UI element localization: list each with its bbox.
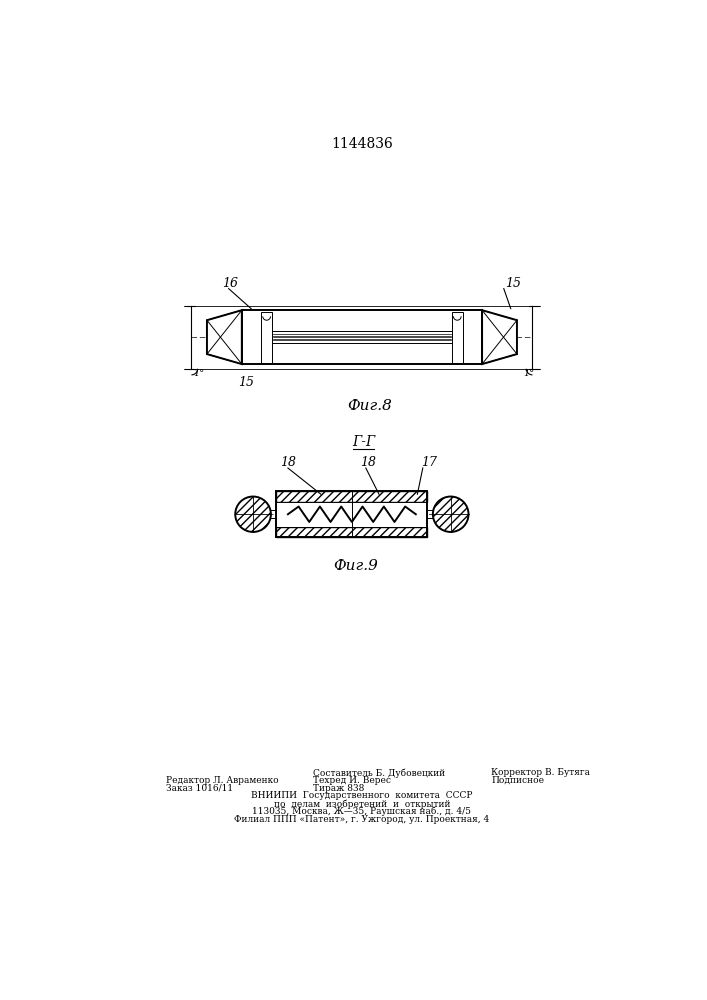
Text: Фиг.8: Фиг.8 [347, 399, 392, 413]
Polygon shape [207, 310, 242, 364]
Polygon shape [482, 310, 517, 364]
Bar [261, 312, 272, 363]
Text: 1°: 1° [523, 369, 534, 378]
Circle shape [235, 497, 271, 532]
Text: Филиал ППП «Патент», г. Ужгород, ул. Проектная, 4: Филиал ППП «Патент», г. Ужгород, ул. Про… [234, 815, 489, 824]
Text: 17: 17 [421, 456, 437, 470]
Text: 18: 18 [280, 456, 296, 470]
Bar [276, 491, 428, 537]
Text: Г-Г: Г-Г [352, 435, 375, 449]
Circle shape [433, 497, 469, 532]
Text: Составитель Б. Дубовецкий: Составитель Б. Дубовецкий [313, 768, 445, 778]
Circle shape [235, 497, 271, 532]
Text: по  делам  изобретений  и  открытий: по делам изобретений и открытий [274, 799, 450, 809]
Text: 1144836: 1144836 [331, 137, 393, 151]
Text: 15: 15 [238, 376, 254, 389]
Text: Тираж 838: Тираж 838 [313, 784, 365, 793]
Text: 1°: 1° [193, 369, 204, 378]
Text: Редактор Л. Авраменко: Редактор Л. Авраменко [166, 776, 279, 785]
Text: Заказ 1016/11: Заказ 1016/11 [166, 784, 233, 793]
Circle shape [433, 497, 469, 532]
Bar [276, 502, 428, 527]
Text: 15: 15 [506, 277, 521, 290]
Text: Подписное: Подписное [491, 776, 544, 785]
Bar [276, 527, 428, 537]
Text: 18: 18 [360, 456, 375, 470]
Bar [452, 312, 462, 363]
Bar [242, 310, 482, 364]
Text: Техред И. Верес: Техред И. Верес [313, 776, 391, 785]
Text: 113035, Москва, Ж—35, Раушская наб., д. 4/5: 113035, Москва, Ж—35, Раушская наб., д. … [252, 807, 472, 816]
Bar [271, 331, 452, 343]
Text: ВНИИПИ  Государственного  комитета  СССР: ВНИИПИ Государственного комитета СССР [251, 791, 473, 800]
Text: Фиг.9: Фиг.9 [333, 559, 378, 573]
Text: 16: 16 [223, 277, 238, 290]
Text: Корректор В. Бутяга: Корректор В. Бутяга [491, 768, 590, 777]
Bar [276, 491, 428, 502]
